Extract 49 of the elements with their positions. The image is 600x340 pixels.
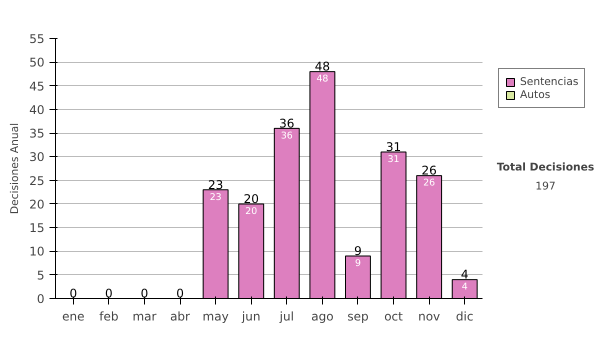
data-label: 9: [354, 258, 361, 269]
x-tick-label: abr: [170, 310, 190, 324]
y-tick-label: 25: [29, 174, 45, 188]
total-label: 23: [208, 178, 224, 192]
legend-label: Autos: [520, 88, 550, 101]
total-label: 0: [105, 286, 113, 300]
x-tick-label: ene: [62, 310, 84, 324]
data-label: 36: [280, 130, 293, 142]
x-tick-label: mar: [132, 310, 157, 324]
y-tick-label: 15: [29, 221, 45, 236]
y-tick-label: 50: [29, 56, 45, 70]
x-tick-label: feb: [99, 310, 118, 324]
x-tick-label: may: [202, 310, 229, 324]
total-label: 20: [244, 192, 259, 206]
y-tick-label: 45: [29, 79, 45, 94]
data-label: 48: [316, 74, 328, 85]
total-label: 9: [354, 244, 362, 258]
y-tick-label: 10: [29, 244, 45, 259]
data-label: 20: [245, 206, 258, 217]
total-label: 31: [386, 140, 402, 154]
y-tick-label: 5: [36, 268, 45, 282]
data-label: 4: [462, 282, 468, 293]
y-tick-label: 35: [29, 126, 45, 141]
x-tick-label: nov: [418, 310, 440, 324]
y-axis-title: Decisiones Anual: [8, 122, 22, 214]
text: Total Decisiones: [496, 160, 594, 174]
data-label: 26: [423, 178, 436, 189]
total-label: 48: [314, 60, 330, 74]
y-tick-label: 40: [29, 102, 45, 117]
total-label: 0: [176, 286, 184, 300]
x-tick-label: jun: [240, 310, 260, 324]
x-tick-label: sep: [347, 310, 369, 324]
y-tick-label: 20: [29, 197, 45, 212]
legend-label: Sentencias: [520, 75, 578, 88]
y-tick-label: 0: [36, 292, 45, 306]
data-label: 31: [388, 154, 400, 165]
y-tick-label: 30: [29, 150, 45, 164]
x-tick-label: ago: [311, 310, 334, 324]
text: 197: [535, 179, 556, 192]
x-tick-label: oct: [384, 310, 404, 324]
x-tick-label: dic: [456, 310, 474, 324]
x-tick-label: jul: [278, 310, 294, 324]
total-label: 36: [279, 116, 294, 130]
total-label: 4: [460, 268, 469, 282]
y-tick-label: 55: [29, 32, 45, 46]
total-label: 0: [69, 286, 78, 300]
total-label: 0: [140, 286, 148, 300]
total-label: 26: [421, 164, 437, 178]
data-label: 23: [210, 192, 222, 203]
